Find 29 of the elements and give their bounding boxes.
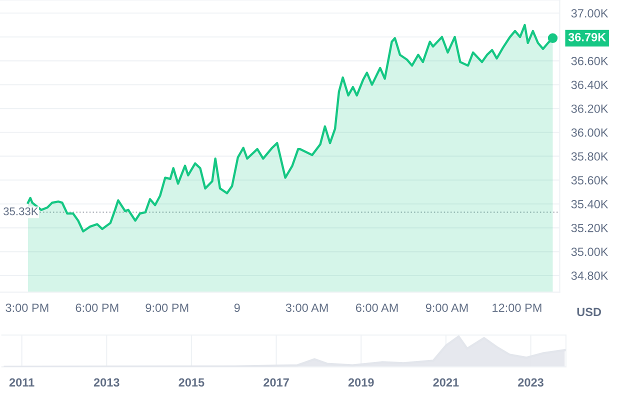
text: USD <box>577 308 602 316</box>
x-tick-label: 3:00 AM <box>286 304 328 312</box>
x-tick-label: 2017 <box>264 378 289 387</box>
annotation: 36.79K <box>568 32 606 42</box>
x-tick-label: 2011 <box>9 378 34 387</box>
x-tick-label: 9:00 PM <box>146 304 188 312</box>
x-tick-label: 2021 <box>433 378 459 387</box>
y-tick-label: 35.20K <box>571 224 608 232</box>
y-tick-label: 36.40K <box>571 80 608 90</box>
x-tick-label: 3:00 PM <box>6 304 48 312</box>
y-tick-label: 37.00K <box>571 9 608 18</box>
y-tick-label: 35.60K <box>571 176 608 184</box>
x-tick-label: 2019 <box>348 378 374 387</box>
x-tick-label: 6:00 PM <box>76 304 118 312</box>
y-tick-label: 35.80K <box>571 152 608 161</box>
x-tick-label: 6:00 AM <box>356 304 398 312</box>
x-tick-label: 9:00 AM <box>426 304 468 312</box>
y-tick-label: 34.80K <box>571 272 608 280</box>
x-tick-label: 9 <box>234 304 240 312</box>
x-tick-label: 2015 <box>178 378 204 387</box>
ref-line-label: 35.33K <box>4 207 38 216</box>
y-tick-label: 36.20K <box>571 104 608 113</box>
x-tick-label: 2013 <box>94 378 120 387</box>
y-tick-label: 35.40K <box>571 200 608 208</box>
y-tick-label: 35.00K <box>571 248 608 256</box>
x-tick-label: 2023 <box>518 378 544 387</box>
y-tick-label: 36.60K <box>571 56 608 66</box>
x-tick-label: 12:00 PM <box>492 304 542 312</box>
y-tick-label: 36.00K <box>571 128 608 137</box>
